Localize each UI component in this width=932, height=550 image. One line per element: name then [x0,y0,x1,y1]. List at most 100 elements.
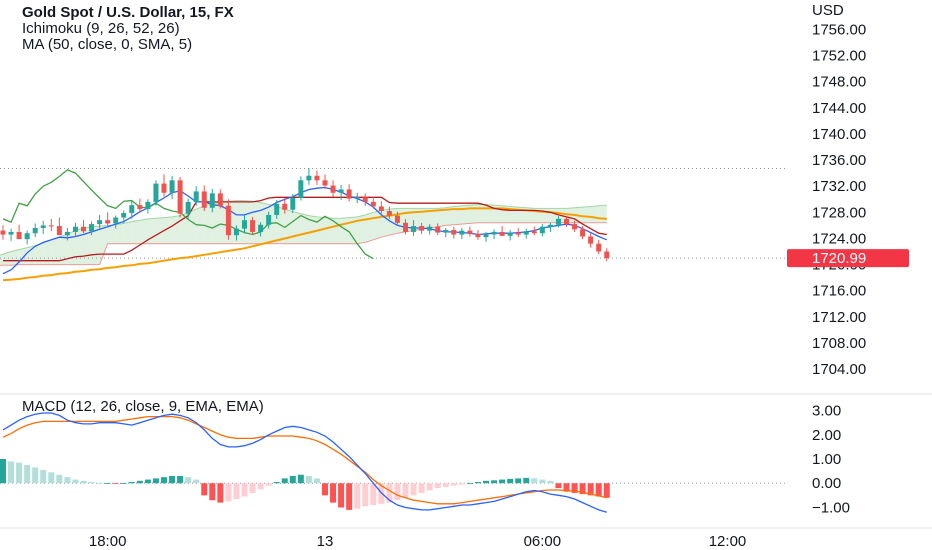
candle-up[interactable] [169,180,175,193]
conversion-line[interactable] [2,186,608,275]
ichimoku-legend[interactable]: Ichimoku (9, 26, 52, 26) [22,20,180,37]
candle-down[interactable] [362,197,368,202]
candle-down[interactable] [572,224,578,230]
candle-up[interactable] [145,201,151,210]
macd-histogram-bar [442,483,449,487]
candle-up[interactable] [32,228,38,234]
candle-down[interactable] [403,222,408,232]
candle-up[interactable] [153,183,159,202]
candle-up[interactable] [411,226,417,232]
candle-down[interactable] [177,180,183,214]
candle-down[interactable] [531,231,537,234]
cloud-segment [139,218,148,244]
candle-down[interactable] [250,220,256,232]
candle-down[interactable] [282,203,288,210]
candle-up[interactable] [129,205,135,213]
candle-down[interactable] [330,185,336,193]
candle-up[interactable] [555,218,561,225]
candle-down[interactable] [564,218,569,225]
candle-down[interactable] [370,201,376,207]
candle-up[interactable] [483,234,489,238]
candle-down[interactable] [56,226,62,236]
candle-down[interactable] [475,233,481,238]
candle-down[interactable] [48,225,54,227]
candle-up[interactable] [274,203,280,215]
candle-up[interactable] [40,225,46,229]
candle-up[interactable] [193,191,199,202]
candle-down[interactable] [137,205,143,210]
candle-up[interactable] [64,231,70,236]
cloud-segment [164,216,173,244]
candle-up[interactable] [209,193,215,208]
candle-up[interactable] [24,233,30,240]
candle-down[interactable] [467,230,473,234]
candle-down[interactable] [201,191,207,208]
candle-up[interactable] [233,228,239,236]
candle-up[interactable] [427,226,433,231]
candle-up[interactable] [338,189,344,193]
candle-down[interactable] [451,229,457,235]
candle-up[interactable] [539,226,545,234]
candle-down[interactable] [161,183,167,193]
candle-down[interactable] [314,175,320,181]
candle-down[interactable] [394,215,400,223]
sma-line[interactable] [2,207,607,282]
candle-up[interactable] [547,224,553,227]
macd-histogram-bar [24,465,31,484]
macd-histogram-bar [56,474,63,484]
candle-up[interactable] [443,229,449,233]
candle-up[interactable] [72,226,78,232]
candle-down[interactable] [81,226,86,232]
candle-down[interactable] [386,211,392,216]
candle-up[interactable] [491,231,497,235]
candle-up[interactable] [290,197,296,210]
price-axis-label: 1748.00 [812,74,866,91]
candle-down[interactable] [346,189,352,199]
macd-histogram-bar [539,479,546,484]
candle-up[interactable] [306,175,312,181]
candle-down[interactable] [515,232,521,235]
candle-down[interactable] [580,229,586,237]
macd-legend[interactable]: MACD (12, 26, close, 9, EMA, EMA) [22,398,264,415]
macd-signal-line[interactable] [2,415,607,505]
candle-down[interactable] [217,193,223,206]
candle-up[interactable] [242,220,247,229]
candle-up[interactable] [97,220,103,225]
candle-up[interactable] [523,231,529,235]
candle-down[interactable] [604,251,610,259]
candle-up[interactable] [507,232,513,236]
last-price-badge-text: 1720.99 [812,250,866,267]
candle-down[interactable] [322,180,328,186]
base-line[interactable] [3,196,607,262]
candle-down[interactable] [596,243,602,252]
candle-down[interactable] [419,226,425,231]
candle-down[interactable] [16,231,22,240]
candle-up[interactable] [354,197,360,199]
candle-up[interactable] [298,180,304,198]
candle-up[interactable] [113,217,119,224]
candle-up[interactable] [459,230,465,235]
cloud-segment [35,243,44,265]
candle-down[interactable] [378,206,384,212]
candle-down[interactable] [588,236,594,244]
candle-down[interactable] [0,230,6,235]
candle-down[interactable] [225,205,231,236]
candle-up[interactable] [89,224,95,232]
candle-down[interactable] [105,220,111,224]
candle-up[interactable] [258,224,264,232]
candle-up[interactable] [266,214,272,225]
candle-up[interactable] [121,212,127,218]
candle-up[interactable] [185,201,191,214]
macd-line[interactable] [2,412,607,513]
ma-legend[interactable]: MA (50, close, 0, SMA, 5) [22,36,193,53]
candle-down[interactable] [435,226,441,233]
macd-histogram-bar [80,480,87,484]
candle-down[interactable] [499,231,505,236]
macd-histogram-bar [313,478,320,484]
macd-histogram-bar [354,483,361,509]
candle-up[interactable] [8,231,14,235]
macd-axis-label: 1.00 [812,451,841,468]
cloud-segment [172,215,181,244]
last-price-badge[interactable] [787,249,909,268]
